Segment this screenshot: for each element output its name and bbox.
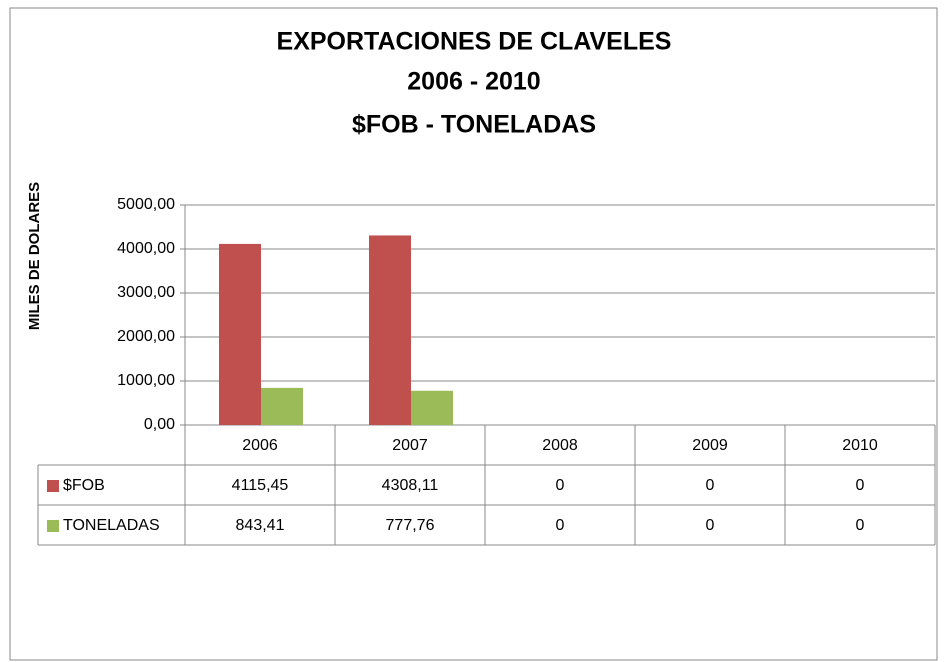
x-tick-label: 2010 (842, 437, 878, 454)
chart-title: EXPORTACIONES DE CLAVELES (277, 28, 672, 56)
x-tick-label: 2009 (692, 437, 728, 454)
y-tick-label: 4000,00 (117, 240, 175, 257)
legend-swatch (47, 520, 59, 532)
y-tick-label: 1000,00 (117, 372, 175, 389)
data-table-value: 4115,45 (232, 477, 289, 494)
legend-swatch (47, 480, 59, 492)
bar (219, 243, 261, 425)
data-table-value: 0 (556, 477, 565, 494)
data-table-value: 777,76 (386, 517, 435, 534)
legend-label: $FOB (63, 477, 105, 494)
y-axis-label: MILES DE DOLARES (26, 182, 43, 330)
x-tick-label: 2006 (242, 437, 278, 454)
y-tick-label: 3000,00 (117, 284, 175, 301)
y-tick-label: 5000,00 (117, 196, 175, 213)
data-table-value: 0 (856, 517, 865, 534)
data-table-value: 843,41 (236, 517, 285, 534)
data-table-value: 0 (556, 517, 565, 534)
chart-title: $FOB - TONELADAS (352, 111, 596, 139)
y-tick-label: 2000,00 (117, 328, 175, 345)
data-table-value: 0 (856, 477, 865, 494)
bar (369, 235, 411, 425)
data-table-value: 0 (706, 517, 715, 534)
x-tick-label: 2007 (392, 437, 428, 454)
data-table-value: 0 (706, 477, 715, 494)
bar (411, 390, 453, 425)
data-table-value: 4308,11 (382, 477, 439, 494)
chart-title: 2006 - 2010 (407, 68, 540, 96)
bar (261, 387, 303, 425)
legend-label: TONELADAS (63, 517, 160, 534)
x-tick-label: 2008 (542, 437, 578, 454)
chart-border (9, 7, 938, 661)
y-tick-label: 0,00 (144, 416, 175, 433)
